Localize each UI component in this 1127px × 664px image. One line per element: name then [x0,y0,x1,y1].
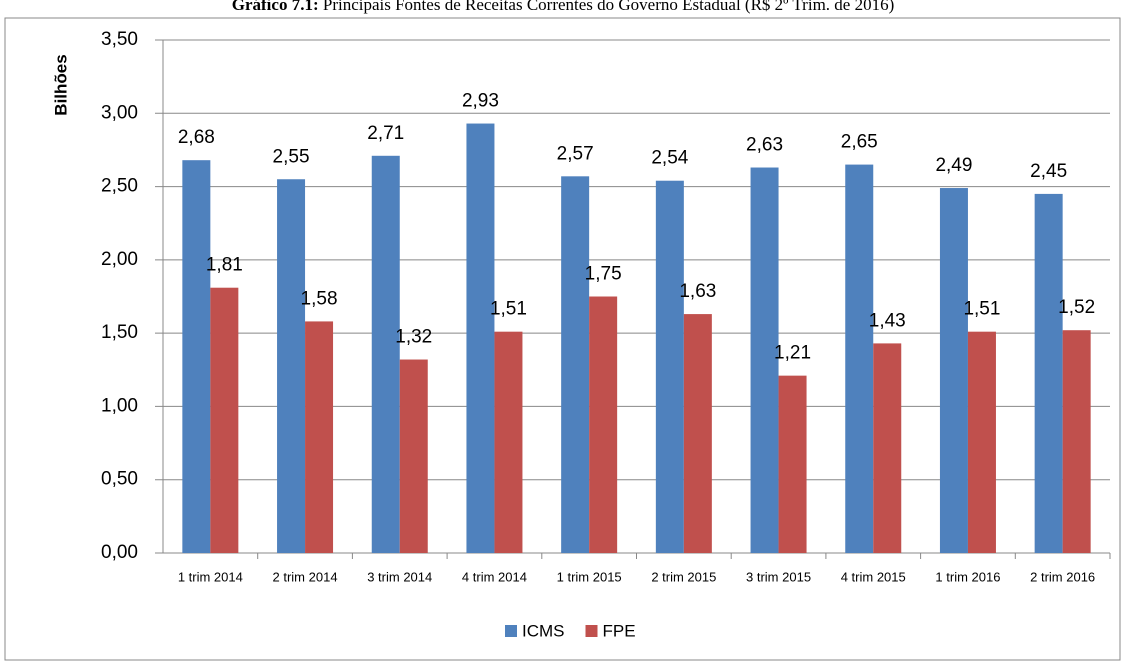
x-tick-label: 2 trim 2015 [651,569,716,584]
data-label: 1,21 [774,343,811,364]
y-tick-label: 3,50 [101,29,138,50]
data-label: 1,75 [585,264,622,285]
legend-label: FPE [603,621,636,640]
y-tick-label: 1,00 [101,395,138,416]
bar [466,123,495,553]
data-label: 2,65 [841,132,878,153]
bar [655,180,684,554]
x-tick-label: 1 trim 2016 [935,569,1000,584]
y-tick-label: 3,00 [101,102,138,123]
legend-swatch [585,625,598,637]
data-label: 1,43 [869,310,906,331]
bar [1062,330,1091,553]
data-label: 2,93 [462,91,499,112]
bar [778,375,807,553]
bar [210,287,239,553]
data-label: 2,49 [935,155,972,176]
x-tick-label: 1 trim 2014 [178,569,243,584]
bar [494,331,523,553]
y-tick-label: 2,00 [101,249,138,270]
data-label: 2,45 [1030,161,1067,182]
x-tick-label: 4 trim 2014 [462,569,527,584]
data-label: 2,57 [557,143,594,164]
data-label: 2,55 [273,146,310,167]
data-label: 2,54 [651,148,688,169]
bar [371,155,400,553]
bar [873,343,902,553]
x-tick-label: 4 trim 2015 [841,569,906,584]
bar [561,176,590,553]
legend-label: ICMS [522,621,565,640]
bar [939,188,968,553]
title-label: Gráfico 7.1: [232,0,319,14]
x-tick-label: 1 trim 2015 [557,569,622,584]
bar [845,164,874,554]
y-tick-label: 0,50 [101,469,138,490]
x-tick-label: 3 trim 2014 [367,569,432,584]
data-label: 1,52 [1058,297,1095,318]
data-label: 2,63 [746,135,783,156]
y-tick-label: 2,50 [101,176,138,197]
bar [1034,193,1063,553]
data-label: 2,68 [178,127,215,148]
y-tick-label: 0,00 [101,542,138,563]
bar [683,314,712,553]
x-tick-label: 2 trim 2016 [1030,569,1095,584]
data-label: 1,63 [679,281,716,302]
bar [589,296,618,553]
bar [182,160,211,553]
bar [305,321,334,553]
chart-title: Gráfico 7.1: Principais Fontes de Receit… [232,0,895,14]
data-label: 1,51 [963,299,1000,320]
data-label: 1,32 [395,327,432,348]
bar [967,331,996,553]
bar [277,179,306,553]
bar [399,359,428,553]
x-tick-label: 2 trim 2014 [273,569,338,584]
data-label: 2,71 [367,123,404,144]
y-axis-label: Bilhões [51,54,70,115]
data-label: 1,51 [490,299,527,320]
y-tick-label: 1,50 [101,322,138,343]
legend-swatch [505,625,517,637]
title-text: Principais Fontes de Receitas Correntes … [323,0,894,14]
data-label: 1,81 [206,255,243,276]
x-tick-label: 3 trim 2015 [746,569,811,584]
data-label: 1,58 [301,288,338,309]
bar [750,167,779,553]
